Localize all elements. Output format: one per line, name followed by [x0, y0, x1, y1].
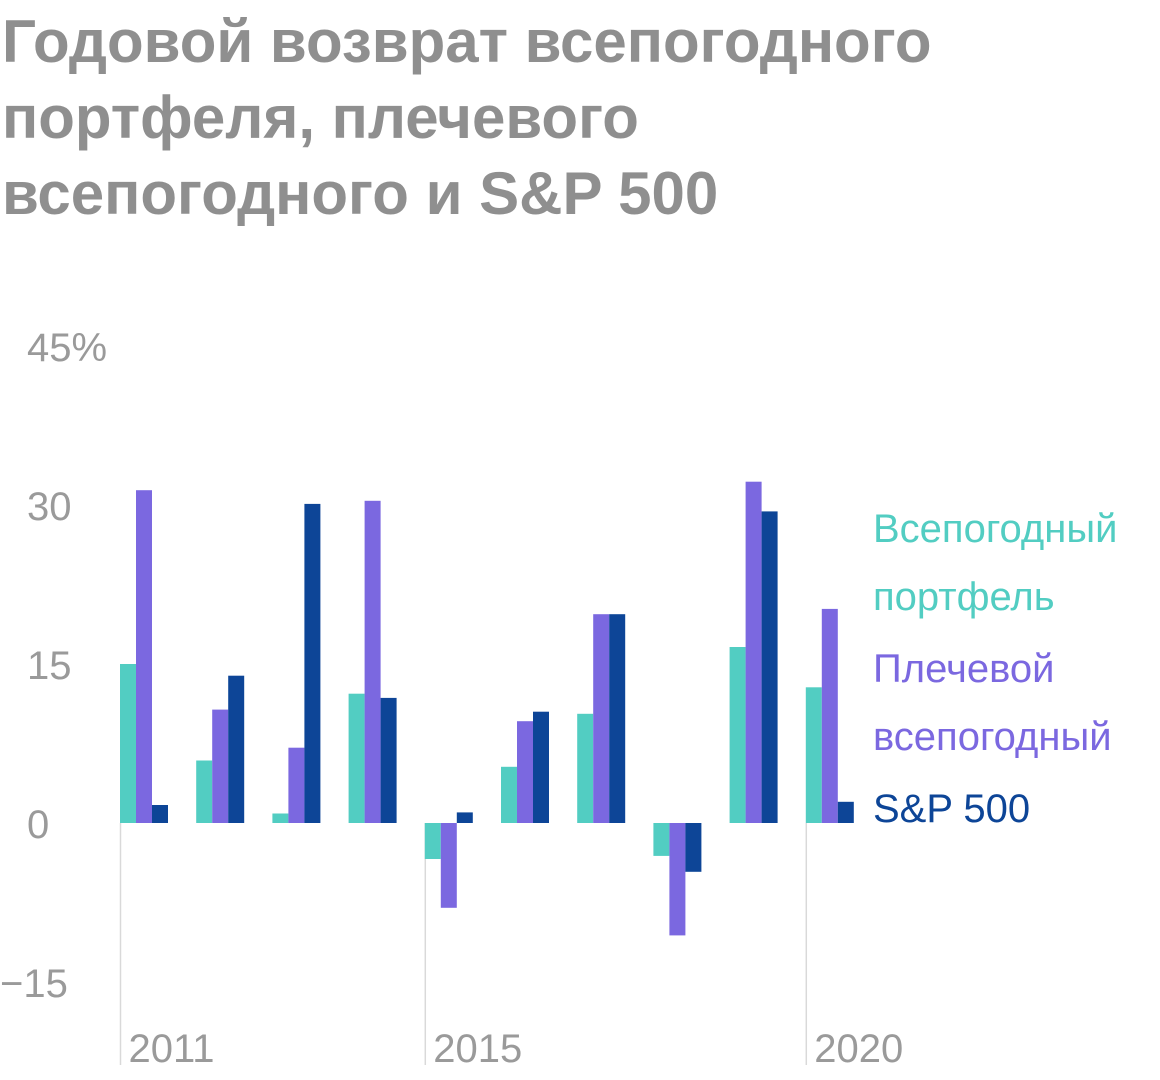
bar-sp500-2020: [837, 801, 854, 823]
legend-leveraged-line-2: всепогодный: [873, 715, 1112, 759]
bar-sp500-2014: [380, 697, 397, 823]
x-tick-label: 2020: [814, 1027, 903, 1071]
legend-all-weather: Всепогодный портфель: [873, 495, 1117, 631]
bar-sp500-2015: [456, 812, 473, 823]
bar-leveraged-2012: [212, 709, 229, 823]
bar-all-weather-2018: [653, 823, 670, 856]
bar-sp500-2013: [304, 503, 321, 823]
bar-leveraged-2020: [821, 608, 838, 823]
x-tick-label: 2011: [129, 1027, 215, 1071]
bar-all-weather-2012: [196, 760, 213, 823]
bar-all-weather-2013: [272, 813, 289, 823]
bar-leveraged-2019: [745, 481, 762, 823]
bar-leveraged-2015: [440, 823, 457, 908]
bar-leveraged-2017: [593, 614, 610, 823]
legend-leveraged-line-1: Плечевой: [873, 647, 1055, 691]
legend-sp500-line-1: S&P 500: [873, 787, 1031, 831]
bar-leveraged-2014: [364, 500, 381, 823]
bar-all-weather-2015: [424, 823, 441, 859]
chart-title-line-3: всепогодного и S&P 500: [2, 160, 719, 227]
y-tick-label: 30: [27, 485, 72, 529]
y-tick-label: 15: [27, 644, 72, 688]
bar-all-weather-2014: [348, 693, 365, 823]
bar-leveraged-2016: [517, 721, 533, 823]
bar-sp500-2017: [609, 614, 626, 823]
bar-all-weather-2017: [577, 713, 594, 823]
chart-title-line-2: портфеля, плечевого: [2, 84, 639, 151]
y-tick-label: 45%: [27, 326, 107, 370]
y-tick-label: 0: [27, 803, 49, 847]
bar-leveraged-2018: [669, 823, 686, 936]
bar-sp500-2018: [685, 823, 702, 872]
bar-sp500-2011: [152, 805, 168, 823]
legend-all-weather-line-2: портфель: [873, 575, 1055, 619]
legend-sp500: S&P 500: [873, 775, 1030, 843]
bar-leveraged-2013: [288, 747, 305, 823]
bar-leveraged-2011: [136, 490, 152, 823]
chart-title: Годовой возврат всепогодного портфеля, п…: [2, 4, 1102, 232]
x-tick-label: 2015: [433, 1027, 522, 1071]
bar-all-weather-2016: [501, 766, 517, 823]
legend-all-weather-line-1: Всепогодный: [873, 507, 1118, 551]
bar-all-weather-2020: [805, 687, 822, 823]
bar-sp500-2016: [533, 711, 549, 823]
bar-all-weather-2011: [120, 664, 136, 823]
legend-leveraged-all-weather: Плечевой всепогодный: [873, 635, 1112, 771]
y-tick-label: −15: [0, 962, 68, 1006]
bar-all-weather-2019: [729, 647, 746, 823]
chart-title-line-1: Годовой возврат всепогодного: [2, 8, 932, 75]
bar-sp500-2019: [761, 511, 778, 823]
bar-sp500-2012: [228, 675, 245, 823]
